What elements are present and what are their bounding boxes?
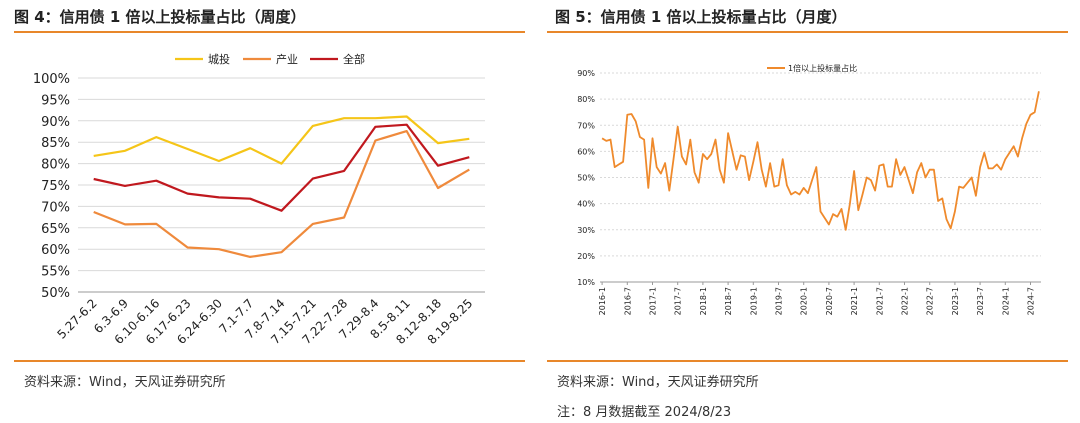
y-tick-label: 70% <box>577 121 595 130</box>
weekly-chart-source: 资料来源：Wind，天风证券研究所 <box>24 375 226 390</box>
x-tick-label: 2017-7 <box>674 287 683 315</box>
series-line-产业 <box>93 130 470 258</box>
y-tick-label: 90% <box>41 115 70 130</box>
y-tick-label: 95% <box>41 93 70 108</box>
x-tick-label: 2018-7 <box>724 287 733 315</box>
x-tick-label: 2016-7 <box>623 287 632 315</box>
legend-label: 全部 <box>343 52 365 66</box>
y-tick-label: 60% <box>577 147 595 156</box>
series-line-monthly <box>601 91 1040 231</box>
monthly-line-chart: 10% 20% 30% 40% 50% 60% 70% 80% 90% 2016-1 2016-7 2… <box>577 63 1041 315</box>
x-tick-label: 2021-7 <box>875 287 884 315</box>
x-tick-label: 2020-1 <box>800 287 809 315</box>
weekly-line-chart: 50% 55% 60% 65% 70% 75% 80% 85% 90% 95% 100% 5.27-6… <box>33 52 485 347</box>
x-tick-label: 2022-7 <box>926 287 935 315</box>
y-tick-label: 65% <box>41 222 70 237</box>
x-tick-label: 2021-1 <box>850 287 859 315</box>
monthly-chart-panel: 图 5：信用债 1 倍以上投标量占比（月度） 10% 20% 30% 40% 50% 60… <box>545 0 1080 423</box>
weekly-chart-panel: 图 4：信用债 1 倍以上投标量占比（周度） 50% 55% 60% 65% 70% 75… <box>0 0 530 423</box>
y-tick-label: 70% <box>41 200 70 215</box>
y-tick-label: 90% <box>577 69 595 78</box>
legend-label: 1倍以上投标量占比 <box>788 63 857 73</box>
y-tick-label: 80% <box>577 95 595 104</box>
y-tick-label: 20% <box>577 252 595 261</box>
y-tick-label: 40% <box>577 200 595 209</box>
y-tick-label: 10% <box>577 278 595 287</box>
weekly-chart-title: 图 4：信用债 1 倍以上投标量占比（周度） <box>14 8 306 26</box>
top-rule <box>14 31 525 33</box>
monthly-chart-note: 注：8 月数据截至 2024/8/23 <box>557 405 732 420</box>
y-tick-label: 50% <box>41 286 70 301</box>
legend-label: 城投 <box>208 52 230 66</box>
x-tick-label: 2017-1 <box>649 287 658 315</box>
y-tick-label: 60% <box>41 243 70 258</box>
series-line-城投 <box>93 115 470 165</box>
x-tick-label: 2023-1 <box>951 287 960 315</box>
x-tick-label: 2023-7 <box>976 287 985 315</box>
x-tick-label: 2016-1 <box>598 287 607 315</box>
monthly-chart-source: 资料来源：Wind，天风证券研究所 <box>557 375 759 390</box>
series-line-全部 <box>93 123 470 212</box>
x-tick-label: 2018-1 <box>699 287 708 315</box>
y-tick-label: 85% <box>41 136 70 151</box>
y-tick-label: 75% <box>41 179 70 194</box>
x-tick-label: 2020-7 <box>825 287 834 315</box>
top-rule <box>547 31 1068 33</box>
x-tick-label: 5.27-6.2 <box>54 296 99 341</box>
x-tick-label: 2024-1 <box>1001 287 1010 315</box>
y-tick-label: 100% <box>33 72 70 87</box>
bottom-rule <box>547 360 1068 362</box>
x-tick-label: 2022-1 <box>901 287 910 315</box>
y-tick-label: 55% <box>41 265 70 280</box>
y-tick-label: 50% <box>577 174 595 183</box>
legend-label: 产业 <box>276 52 298 66</box>
y-tick-label: 30% <box>577 226 595 235</box>
x-tick-label: 2019-7 <box>775 287 784 315</box>
x-tick-label: 2019-1 <box>749 287 758 315</box>
monthly-chart-title: 图 5：信用债 1 倍以上投标量占比（月度） <box>555 8 847 26</box>
x-tick-label: 2024-7 <box>1027 287 1036 315</box>
y-tick-label: 80% <box>41 158 70 173</box>
bottom-rule <box>14 360 525 362</box>
